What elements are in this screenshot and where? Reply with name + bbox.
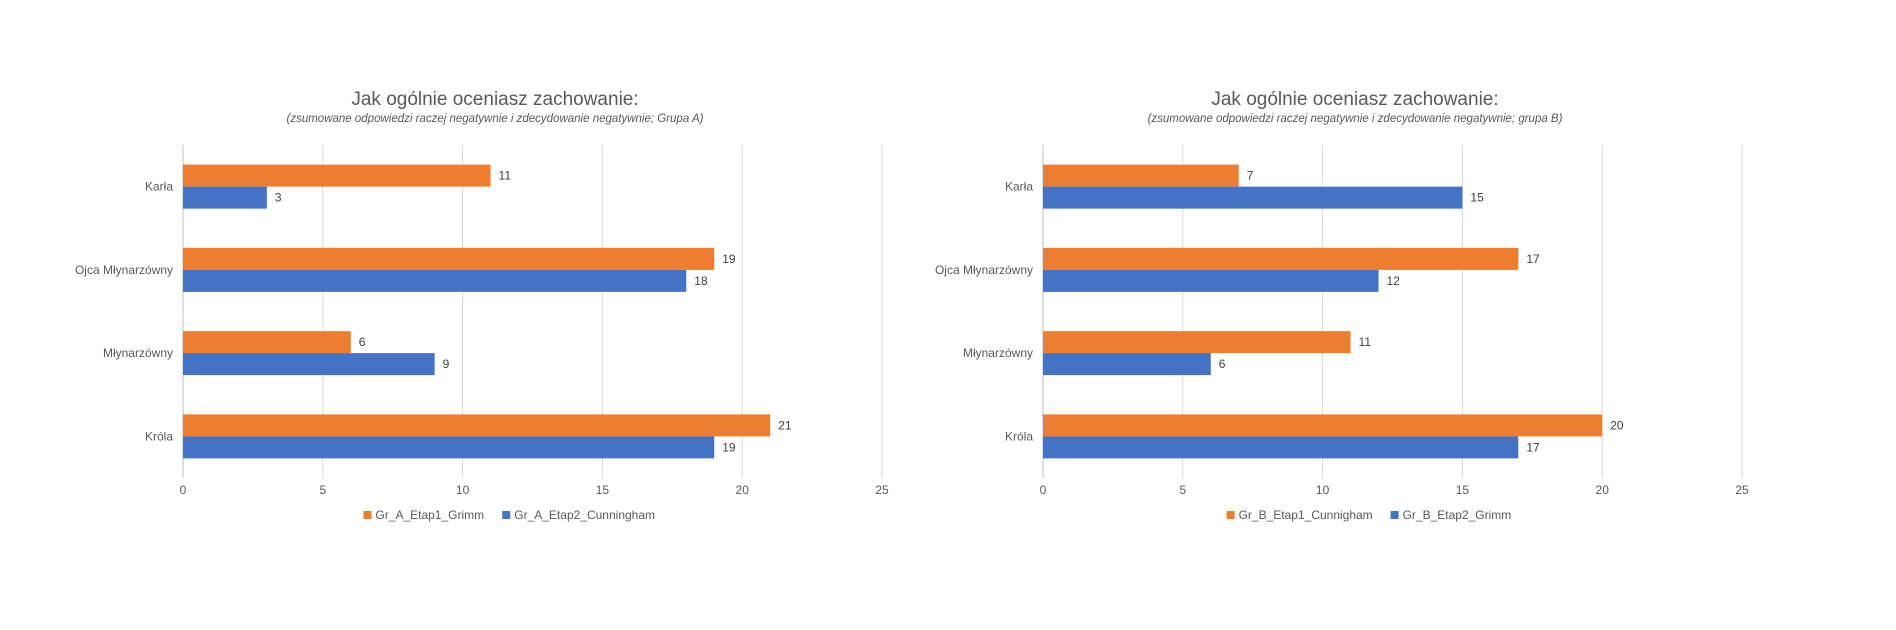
bar-Gr_A_Etap1_Grimm bbox=[183, 247, 715, 270]
x-tick-label: 15 bbox=[596, 483, 610, 497]
bar-Gr_A_Etap1_Grimm bbox=[183, 331, 351, 354]
data-label: 17 bbox=[1526, 440, 1540, 454]
chart-title: Jak ogólnie oceniasz zachowanie: bbox=[1211, 89, 1498, 110]
category-label: Karła bbox=[145, 180, 173, 194]
category-label: Karła bbox=[1005, 180, 1033, 194]
legend-swatch bbox=[502, 511, 511, 519]
data-label: 6 bbox=[359, 335, 366, 349]
x-tick-label: 10 bbox=[1316, 483, 1330, 497]
data-label: 6 bbox=[1219, 357, 1226, 371]
data-label: 18 bbox=[694, 274, 708, 288]
data-label: 19 bbox=[722, 440, 736, 454]
x-tick-label: 0 bbox=[1040, 483, 1047, 497]
data-label: 12 bbox=[1387, 274, 1401, 288]
data-label: 11 bbox=[499, 169, 512, 183]
bar-Gr_B_Etap1_Cunnigham bbox=[1043, 331, 1351, 354]
data-label: 17 bbox=[1526, 252, 1540, 266]
x-tick-label: 10 bbox=[456, 483, 470, 497]
bar-Gr_A_Etap2_Cunningham bbox=[183, 269, 687, 292]
legend-label: Gr_A_Etap1_Grimm bbox=[375, 508, 484, 522]
bar-Gr_B_Etap1_Cunnigham bbox=[1043, 247, 1519, 270]
bar-Gr_B_Etap2_Grimm bbox=[1043, 353, 1211, 376]
data-label: 19 bbox=[722, 252, 736, 266]
x-tick-label: 5 bbox=[1179, 483, 1186, 497]
legend: Gr_B_Etap1_Cunnigham Gr_B_Etap2_Grimm bbox=[1226, 508, 1512, 522]
x-tick-label: 15 bbox=[1456, 483, 1470, 497]
chart-group-b: Jak ogólnie oceniasz zachowanie: (zsumowa… bbox=[935, 89, 1749, 522]
category-label: Króla bbox=[145, 429, 173, 443]
data-label: 3 bbox=[275, 191, 282, 205]
category-label: Młynarzówny bbox=[963, 346, 1033, 360]
bar-Gr_A_Etap2_Cunningham bbox=[183, 353, 435, 376]
data-label: 15 bbox=[1470, 191, 1484, 205]
bar-Gr_B_Etap1_Cunnigham bbox=[1043, 414, 1603, 437]
legend-swatch bbox=[1390, 511, 1399, 519]
chart-subtitle: (zsumowane odpowiedzi raczej negatywnie … bbox=[1148, 113, 1563, 125]
category-label: Ojca Młynarzówny bbox=[75, 263, 173, 277]
x-tick-label: 25 bbox=[875, 483, 889, 497]
chart-subtitle: (zsumowane odpowiedzi raczej negatywnie … bbox=[287, 113, 704, 125]
bar-Gr_B_Etap2_Grimm bbox=[1043, 436, 1519, 459]
chart-group-a: Jak ogólnie oceniasz zachowanie: (zsumowa… bbox=[75, 89, 889, 522]
legend-label: Gr_B_Etap2_Grimm bbox=[1403, 508, 1512, 522]
bar-Gr_B_Etap2_Grimm bbox=[1043, 186, 1463, 209]
bar-Gr_A_Etap2_Cunningham bbox=[183, 186, 267, 209]
x-tick-label: 5 bbox=[319, 483, 326, 497]
bar-Gr_B_Etap2_Grimm bbox=[1043, 269, 1379, 292]
bar-Gr_A_Etap2_Cunningham bbox=[183, 436, 715, 459]
x-tick-label: 20 bbox=[1596, 483, 1610, 497]
legend-label: Gr_A_Etap2_Cunningham bbox=[514, 508, 655, 522]
data-label: 21 bbox=[778, 418, 792, 432]
bar-Gr_A_Etap1_Grimm bbox=[183, 164, 491, 187]
category-label: Ojca Młynarzówny bbox=[935, 263, 1033, 277]
category-label: Młynarzówny bbox=[103, 346, 173, 360]
bar-Gr_A_Etap1_Grimm bbox=[183, 414, 771, 437]
chart-title: Jak ogólnie oceniasz zachowanie: bbox=[351, 89, 638, 110]
data-label: 9 bbox=[443, 357, 450, 371]
data-label: 11 bbox=[1359, 335, 1372, 349]
legend: Gr_A_Etap1_Grimm Gr_A_Etap2_Cunningham bbox=[363, 508, 655, 522]
x-tick-label: 0 bbox=[180, 483, 187, 497]
legend-swatch bbox=[1226, 511, 1235, 519]
x-tick-label: 20 bbox=[736, 483, 750, 497]
category-label: Króla bbox=[1005, 429, 1033, 443]
data-label: 7 bbox=[1247, 169, 1254, 183]
data-label: 20 bbox=[1610, 418, 1624, 432]
x-tick-label: 25 bbox=[1735, 483, 1749, 497]
legend-label: Gr_B_Etap1_Cunnigham bbox=[1239, 508, 1373, 522]
legend-swatch bbox=[363, 511, 372, 519]
bar-Gr_B_Etap1_Cunnigham bbox=[1043, 164, 1239, 187]
